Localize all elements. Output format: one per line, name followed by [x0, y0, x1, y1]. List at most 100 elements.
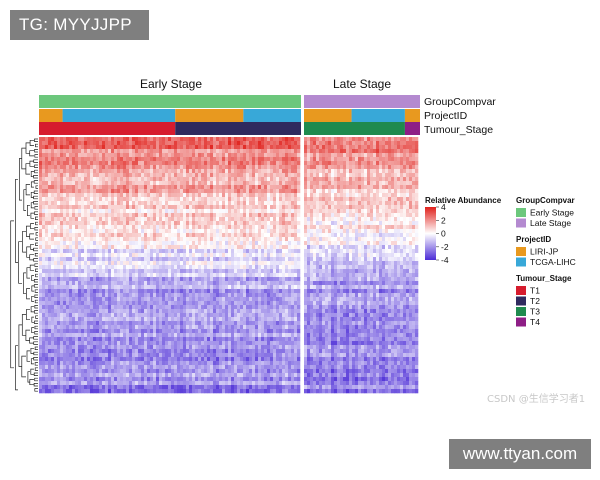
heat-cell — [114, 325, 118, 330]
heat-cell — [243, 241, 247, 246]
heat-cell — [186, 141, 190, 146]
heat-cell — [240, 281, 244, 286]
heat-cell — [258, 309, 262, 314]
heat-cell — [57, 173, 61, 178]
heat-cell — [156, 221, 160, 226]
heat-cell — [132, 329, 136, 334]
heat-cell — [192, 341, 196, 346]
heat-cell — [108, 145, 112, 150]
heat-cell — [189, 333, 193, 338]
heat-cell — [81, 253, 85, 258]
heat-cell — [204, 325, 208, 330]
heat-cell — [249, 293, 253, 298]
heat-cell — [69, 169, 73, 174]
heat-cell — [201, 353, 205, 358]
heat-cell — [99, 261, 103, 266]
heat-cell — [180, 349, 184, 354]
heat-cell — [42, 181, 46, 186]
heat-cell — [117, 321, 121, 326]
heat-cell — [168, 341, 172, 346]
heat-cell — [207, 225, 211, 230]
heat-cell — [168, 157, 172, 162]
heat-cell — [204, 321, 208, 326]
heat-cell — [105, 245, 109, 250]
heat-cell — [294, 177, 298, 182]
heat-cell — [219, 253, 223, 258]
heat-cell — [207, 221, 211, 226]
heat-cell — [243, 297, 247, 302]
heat-cell — [108, 277, 112, 282]
dendrogram-branch — [23, 272, 26, 295]
heat-cell — [66, 181, 70, 186]
heat-cell — [69, 293, 73, 298]
heat-cell — [123, 153, 127, 158]
heat-cell — [120, 237, 124, 242]
heat-cell — [171, 265, 175, 270]
heat-cell — [180, 145, 184, 150]
heat-cell — [282, 305, 286, 310]
heat-cell — [234, 249, 238, 254]
heat-cell — [204, 341, 208, 346]
heat-cell — [81, 189, 85, 194]
heat-cell — [126, 273, 130, 278]
heat-cell — [108, 253, 112, 258]
heat-cell — [282, 237, 286, 242]
heat-cell — [243, 201, 247, 206]
heat-cell — [180, 205, 184, 210]
heat-cell — [72, 221, 76, 226]
heat-cell — [138, 229, 142, 234]
heat-cell — [234, 185, 238, 190]
heat-cell — [246, 321, 250, 326]
heat-cell — [120, 233, 124, 238]
heat-cell — [255, 333, 259, 338]
heat-cell — [69, 201, 73, 206]
heat-cell — [87, 221, 91, 226]
heat-cell — [273, 345, 277, 350]
heat-cell — [213, 169, 217, 174]
heat-cell — [156, 169, 160, 174]
heat-cell — [249, 245, 253, 250]
heat-cell — [72, 261, 76, 266]
heat-cell — [171, 321, 175, 326]
heat-cell — [279, 309, 283, 314]
heat-cell — [207, 317, 211, 322]
heat-cell — [240, 217, 244, 222]
heat-cell — [39, 225, 43, 230]
heat-cell — [39, 265, 43, 270]
heat-cell — [156, 273, 160, 278]
heat-cell — [69, 337, 73, 342]
heat-cell — [252, 353, 256, 358]
heat-cell — [264, 137, 268, 142]
heat-cell — [120, 149, 124, 154]
heat-cell — [48, 173, 52, 178]
heat-cell — [96, 353, 100, 358]
heat-cell — [186, 257, 190, 262]
heat-cell — [234, 257, 238, 262]
heat-cell — [198, 237, 202, 242]
heat-cell — [192, 185, 196, 190]
heat-cell — [54, 253, 58, 258]
heat-cell — [147, 185, 151, 190]
heat-cell — [159, 305, 163, 310]
heat-cell — [267, 329, 271, 334]
heat-cell — [48, 313, 52, 318]
heat-cell — [252, 185, 256, 190]
heat-cell — [75, 229, 79, 234]
heat-cell — [84, 329, 88, 334]
heat-cell — [219, 317, 223, 322]
heat-cell — [156, 209, 160, 214]
heat-cell — [72, 313, 76, 318]
heat-cell — [81, 161, 85, 166]
heat-cell — [180, 313, 184, 318]
heat-cell — [87, 309, 91, 314]
heat-cell — [210, 333, 214, 338]
heat-cell — [264, 293, 268, 298]
heat-cell — [48, 221, 52, 226]
heat-cell — [213, 165, 217, 170]
heat-cell — [177, 329, 181, 334]
heat-cell — [150, 345, 154, 350]
heat-cell — [267, 161, 271, 166]
heat-cell — [174, 265, 178, 270]
heat-cell — [267, 277, 271, 282]
heat-cell — [204, 157, 208, 162]
